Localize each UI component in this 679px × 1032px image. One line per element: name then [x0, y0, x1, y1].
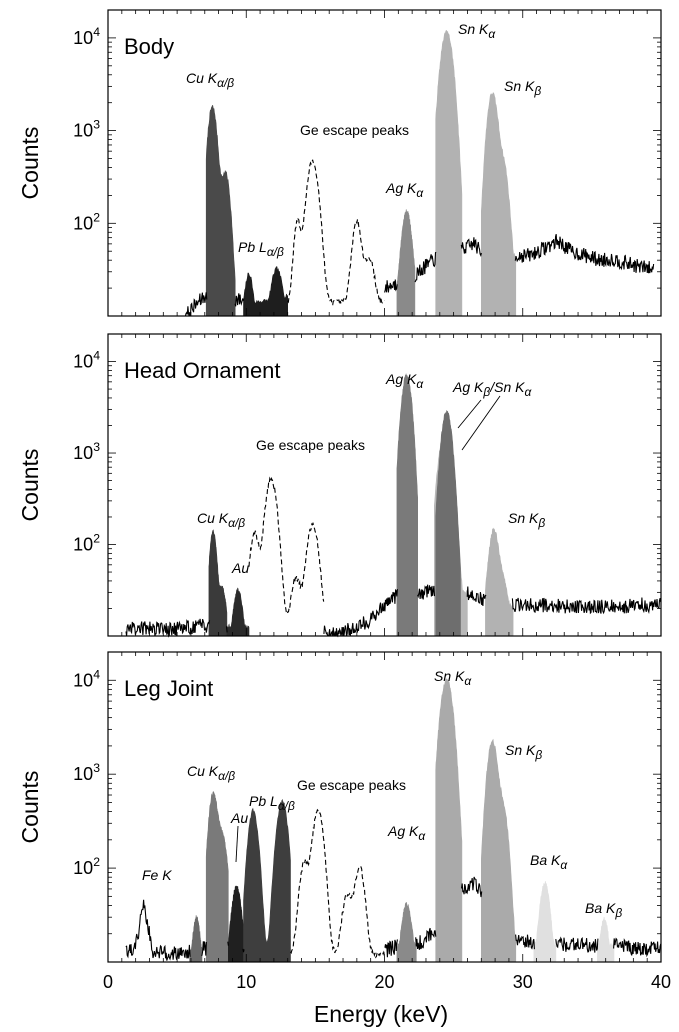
peak-label: Ba Kβ [585, 900, 622, 920]
panel-title: Leg Joint [124, 676, 213, 701]
leader-line [457, 399, 482, 429]
y-tick-label: 103 [73, 118, 100, 141]
peak-label: Sn Kβ [505, 742, 542, 762]
peak-3-2 [205, 790, 229, 963]
peak-label: Ge escape peaks [297, 777, 406, 793]
y-tick-label: 102 [73, 855, 100, 878]
y-axis-title: Counts [17, 771, 43, 844]
peak-3-1 [189, 915, 203, 963]
x-tick-label: 40 [651, 972, 671, 992]
peak-3-6 [435, 678, 463, 963]
peak-label: Ag Kβ/Sn Kα [452, 379, 532, 399]
peak-label: Ba Kα [530, 852, 568, 872]
panel-title: Head Ornament [124, 358, 281, 383]
peak-label: Cu Kα/β [197, 510, 245, 530]
x-tick-label: 20 [374, 972, 394, 992]
peak-3-7 [481, 738, 517, 963]
peak-label: Ag Kα [385, 180, 424, 200]
y-tick-label: 104 [73, 25, 100, 48]
y-axis-title: Counts [17, 127, 43, 200]
peak-label: Ag Kα [385, 371, 424, 391]
peak-2-3 [396, 373, 418, 637]
background-trace-2 [125, 584, 662, 638]
peak-2-2 [226, 587, 250, 637]
plot-frame-1 [107, 9, 662, 317]
x-tick-label: 0 [103, 972, 113, 992]
peak-label: Pb Lα/β [238, 239, 284, 259]
peak-label: Au [230, 810, 248, 826]
ge-escape-trace-3 [290, 808, 386, 959]
y-tick-label: 104 [73, 667, 100, 690]
ge-escape-trace-2 [248, 476, 325, 616]
y-tick-label: 102 [73, 532, 100, 555]
y-tick-label: 103 [73, 761, 100, 784]
peak-1-2 [243, 266, 288, 317]
peak-2-1 [208, 529, 228, 637]
spectrum-panel-1: 102 103 104 Counts Body Cu Kα/β Pb Lα/β Ge esca… [17, 9, 662, 317]
y-tick-label: 103 [73, 440, 100, 463]
peak-3-3 [228, 885, 244, 963]
y-tick-label: 104 [73, 349, 100, 372]
background-trace-3 [125, 876, 662, 961]
peak-3-4 [243, 798, 291, 963]
peak-label: Pb Lα/β [249, 793, 295, 813]
peak-label: Ge escape peaks [256, 437, 365, 453]
leader-line [235, 825, 239, 863]
peak-label: Fe K [142, 867, 172, 883]
peak-label: Sn Kα [458, 21, 496, 41]
leader-line [461, 395, 501, 451]
peak-1-4 [435, 29, 463, 317]
peak-label: Cu Kα/β [187, 763, 235, 783]
peak-2-6 [485, 527, 514, 637]
peak-1-5 [481, 92, 517, 317]
y-axis-title: Counts [17, 449, 43, 522]
peak-label: Ge escape peaks [300, 122, 409, 138]
peak-label: Sn Kα [434, 668, 472, 688]
spectrum-panel-2: 102 103 104 Counts Head Ornament Cu Kα/β Au Ge … [17, 333, 662, 638]
peak-1-1 [205, 104, 236, 317]
peak-label: Ag Kα [387, 823, 426, 843]
peak-1-3 [396, 209, 416, 317]
peak-3-5 [396, 902, 417, 963]
peak-label: Sn Kβ [504, 78, 541, 98]
peak-3-9 [597, 916, 615, 963]
x-tick-label: 30 [513, 972, 533, 992]
x-tick-label: 10 [236, 972, 256, 992]
spectrum-panel-3: 102 103 104 Counts Leg Joint Fe K Cu Kα/β AuPb … [17, 651, 671, 992]
panel-title: Body [124, 34, 174, 59]
peak-3-8 [533, 881, 557, 963]
background-trace-1 [184, 233, 655, 317]
peak-label: Cu Kα/β [186, 70, 234, 90]
y-tick-label: 102 [73, 210, 100, 233]
peak-label: Sn Kβ [508, 510, 545, 530]
ge-escape-trace-1 [287, 159, 385, 306]
x-axis-title: Energy (keV) [314, 1001, 448, 1027]
peak-label: Au [231, 560, 249, 576]
peak-2-5 [435, 410, 461, 637]
